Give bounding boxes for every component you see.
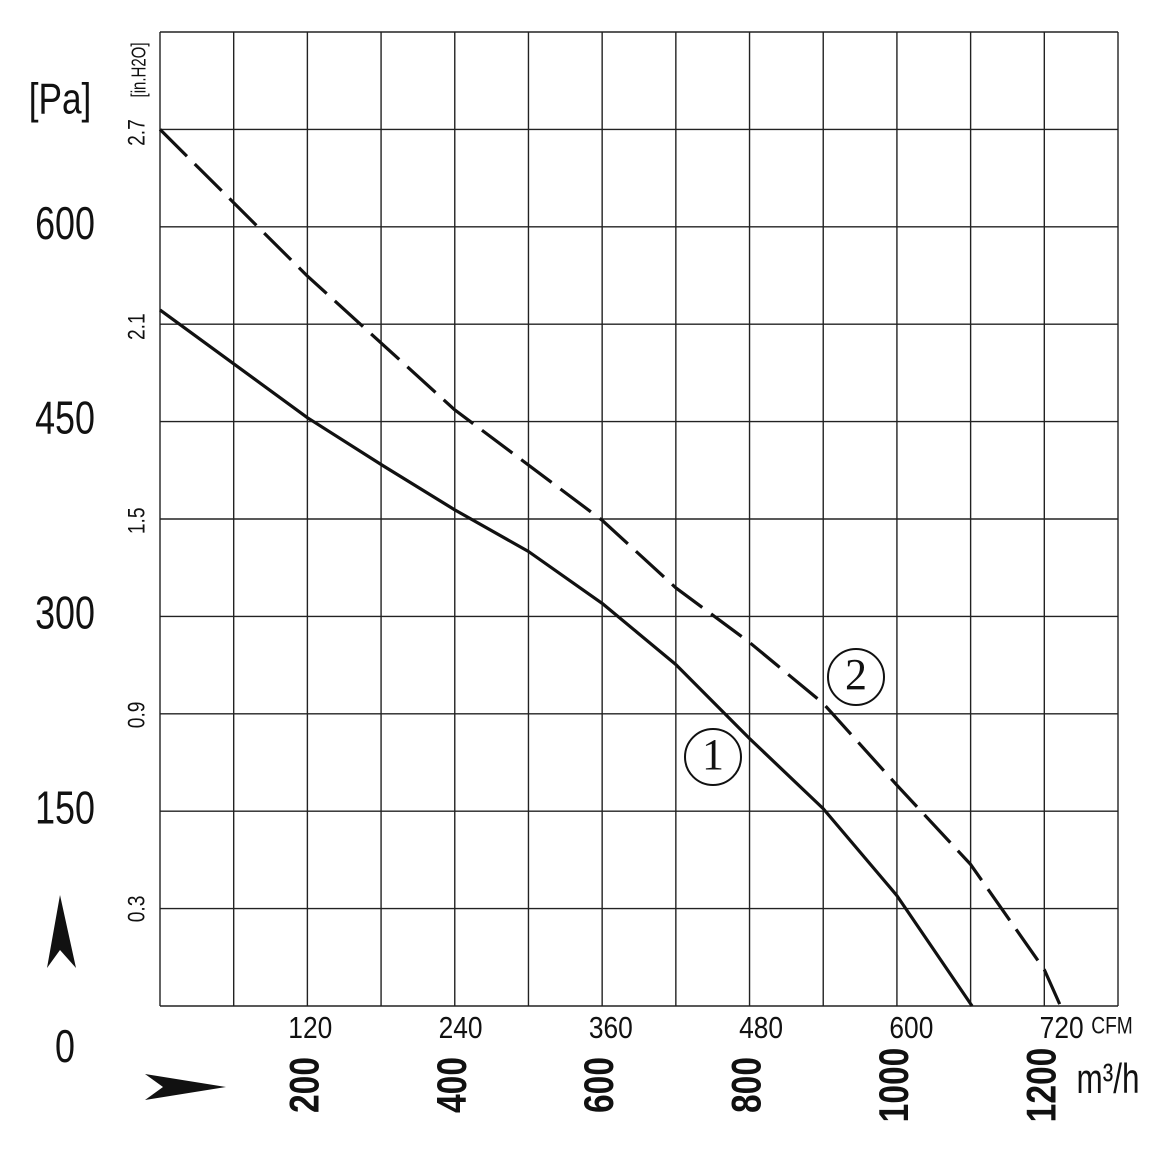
y-tick-label: 450 <box>35 392 95 443</box>
x2-tick-label: 360 <box>589 1011 633 1045</box>
x2-tick-label: 120 <box>288 1011 332 1045</box>
y-tick-label: 0 <box>55 1021 75 1072</box>
x-tick-label: 400 <box>429 1057 475 1113</box>
x-tick-label: 800 <box>724 1057 770 1113</box>
y-arrow <box>47 895 76 968</box>
series-label-circle <box>827 648 885 706</box>
x-tick-label: 600 <box>577 1057 623 1113</box>
x2-tick-label: 480 <box>739 1011 783 1045</box>
y2-tick-label: 2.7 <box>122 119 150 146</box>
series-label-circle <box>684 728 742 786</box>
x2-axis-label: CFM <box>1091 1011 1133 1039</box>
y2-axis-label: [in.H2O] <box>127 43 150 98</box>
y-axis-label: [Pa] <box>29 75 92 124</box>
x-tick-label: 200 <box>282 1057 328 1113</box>
y2-tick-label: 1.5 <box>122 507 150 534</box>
y-tick-label: 300 <box>35 587 95 638</box>
y-tick-label: 150 <box>35 782 95 833</box>
series-label: 1 <box>702 730 724 779</box>
x2-tick-label: 600 <box>889 1011 933 1045</box>
y2-tick-label: 0.3 <box>122 896 150 923</box>
series-line <box>158 128 1062 1007</box>
x-arrow <box>145 1074 226 1100</box>
series-line <box>159 308 974 1007</box>
x-tick-label: 1200 <box>1019 1048 1065 1123</box>
x-axis-label: m³/h <box>1077 1055 1140 1103</box>
x2-tick-label: 240 <box>439 1011 483 1045</box>
y2-tick-label: 2.1 <box>122 313 150 340</box>
y-tick-label: 600 <box>35 198 95 249</box>
series-label: 2 <box>845 650 867 699</box>
x2-tick-label: 720 <box>1040 1011 1084 1045</box>
y2-tick-label: 0.9 <box>122 702 150 729</box>
x-tick-label: 1000 <box>872 1048 918 1123</box>
